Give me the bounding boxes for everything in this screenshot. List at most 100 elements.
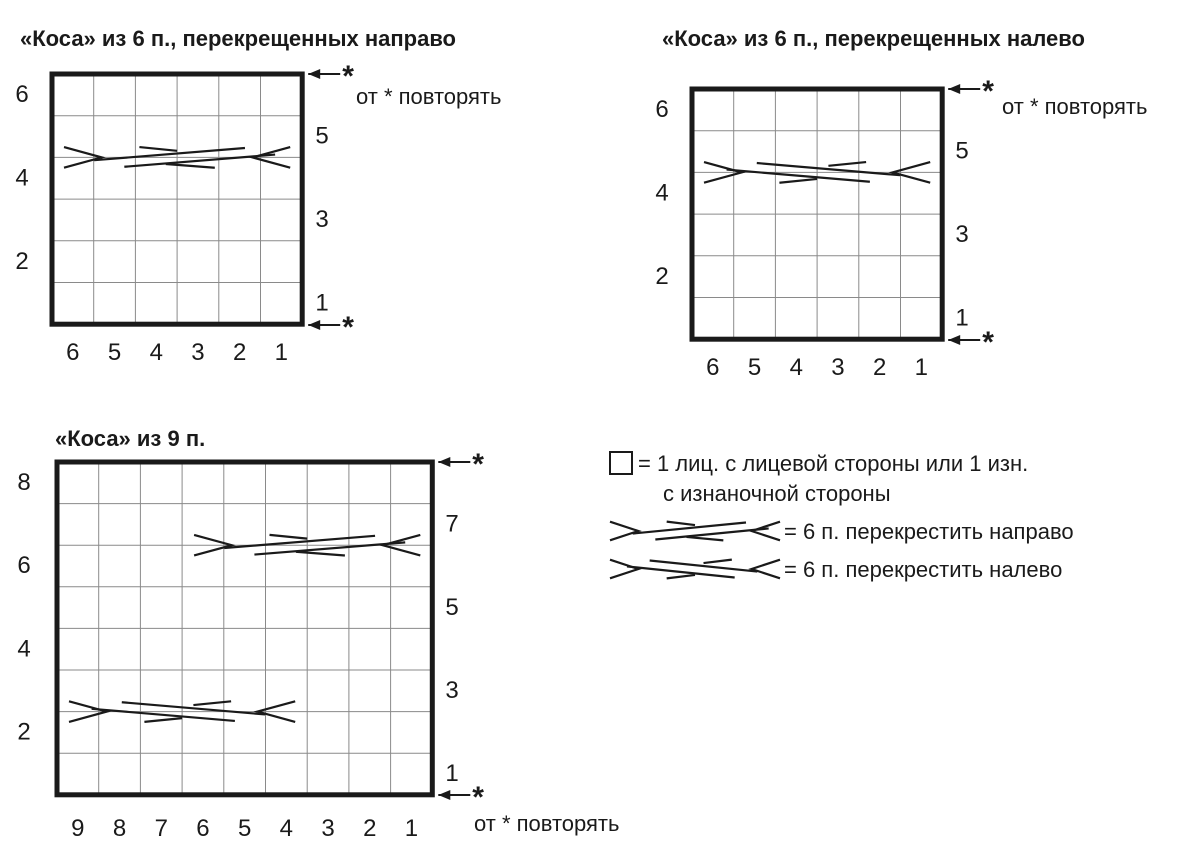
legend-square-line2: с изнаночной стороны [663,481,891,506]
repeat-star: * [342,311,354,344]
row-label-right: 7 [445,511,458,538]
cable-left-chevron [609,520,642,542]
cable-strand [756,161,901,177]
col-label: 8 [113,815,126,842]
row-label-left: 6 [17,552,30,579]
chart-left-title: «Коса» из 6 п., перекрещенных налево [662,26,1085,51]
cable-right-chevron [253,700,296,723]
row-label-right: 1 [445,760,458,787]
cable-right-chevron [888,161,931,184]
grid-frame [54,459,435,798]
repeat-arrow-top: * [438,448,484,481]
repeat-star: * [472,448,484,481]
cable-strand [649,559,758,573]
arrow-head [948,335,961,345]
col-label: 4 [280,815,293,842]
row-label-right: 3 [315,206,328,233]
arrow-head [308,320,321,330]
col-label: 6 [66,339,79,366]
cable-strand [655,527,769,541]
repeat-star: * [342,60,354,93]
legend-cross-right-text: = 6 п. перекрестить направо [784,519,1074,544]
cable-strand [94,146,246,162]
repeat-star: * [982,326,994,359]
row-label-right: 3 [955,221,968,248]
repeat-note: от * повторять [1002,94,1147,119]
chart-right-title: «Коса» из 6 п., перекрещенных направо [20,26,456,51]
cable-right-chevron [748,558,781,580]
col-label: 5 [748,354,761,381]
row-label-left: 2 [17,719,30,746]
cable-short [144,717,183,723]
row-label-left: 8 [17,469,30,496]
row-label-left: 4 [15,164,28,191]
cable-short [779,177,818,184]
legend-square-icon [609,451,633,475]
cable-short [165,162,215,169]
legend-square-line1: = 1 лиц. с лицевой стороны или 1 изн. [638,451,1028,476]
row-label-left: 6 [655,96,668,123]
col-label: 2 [233,339,246,366]
cable-strand [254,541,406,556]
cable-short [295,550,345,557]
col-label: 3 [831,354,844,381]
col-label: 4 [150,339,163,366]
legend-cross-left-text: = 6 п. перекрестить налево [784,557,1062,582]
grid-frame [49,71,305,327]
row-label-right: 5 [955,138,968,165]
arrow-head [438,457,451,467]
col-label: 3 [321,815,334,842]
legend-cable-left [609,558,781,580]
col-label: 1 [405,815,418,842]
cable-cross-left [703,160,931,184]
cable-short [139,145,178,152]
row-label-right: 3 [445,677,458,704]
repeat-note: от * повторять [474,811,619,836]
row-label-left: 2 [15,248,28,275]
row-label-right: 5 [445,594,458,621]
cable-short [686,535,724,542]
cable-strand [626,565,735,579]
cable-right-chevron [748,520,781,542]
cable-strand [726,168,870,183]
col-label: 9 [71,815,84,842]
cable-left-chevron [68,700,111,723]
col-label: 1 [915,354,928,381]
row-label-right: 1 [955,305,968,332]
legend: = 1 лиц. с лицевой стороны или 1 изн. с … [609,451,1074,582]
row-label-left: 4 [655,179,668,206]
cable-short [703,558,732,565]
row-label-right: 5 [315,123,328,150]
chart-left-grid: 6 5 4 3 2 1 6 4 2 5 3 1 * * от * повторять [655,75,1147,381]
cable-left-chevron [609,558,642,580]
col-label: 7 [155,815,168,842]
col-label: 2 [873,354,886,381]
cable-cross-left [68,700,296,723]
repeat-arrow-bottom: * [948,326,994,359]
col-label: 5 [108,339,121,366]
repeat-star: * [472,781,484,814]
repeat-arrow-top: * [948,75,994,108]
chart-nine-title: «Коса» из 9 п. [55,426,205,451]
cable-strand [121,701,266,716]
row-label-left: 2 [655,263,668,290]
repeat-arrow-bottom: * [308,311,354,344]
repeat-arrow-top: * [308,60,354,93]
cable-cross-right [193,533,421,557]
arrow-head [308,69,321,79]
repeat-arrow-bottom: * [438,781,484,814]
row-label-right: 1 [315,290,328,317]
col-label: 2 [363,815,376,842]
cable-left-chevron [63,146,106,169]
repeat-note: от * повторять [356,84,501,109]
arrow-head [438,790,451,800]
row-label-left: 6 [15,81,28,108]
arrow-head [948,84,961,94]
cable-short [269,533,308,540]
col-label: 6 [196,815,209,842]
cable-short [666,573,696,580]
cable-strand [91,707,235,723]
cable-cross-right [63,145,291,169]
